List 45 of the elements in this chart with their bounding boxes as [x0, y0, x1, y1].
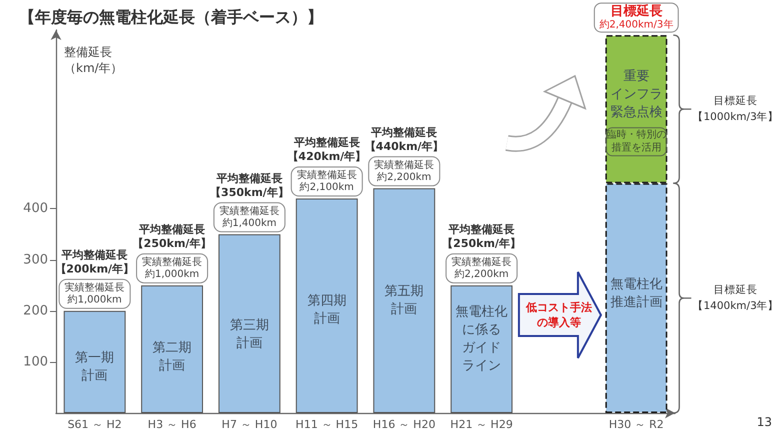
y-tick-label: 300 — [23, 252, 48, 268]
text: 13 — [756, 415, 772, 429]
x-tick-label: H21 ～ H29 — [450, 418, 513, 431]
bar — [64, 310, 126, 413]
annotation: 平均整備延長【250km/年】 — [442, 222, 521, 250]
annotation: 低コスト手法の導入等 — [524, 301, 592, 329]
annotation: 第一期計画 — [75, 350, 114, 384]
bar — [296, 198, 358, 413]
annotation: 目標延長約2,400km/3年 — [599, 4, 674, 31]
x-tick-label: H30 ～ R2 — [608, 418, 664, 431]
text: 目標延長【1000km/3年】 — [692, 95, 779, 124]
y-tick-label: 100 — [23, 354, 48, 370]
x-tick-label: H7 ～ H10 — [222, 418, 278, 431]
annotation: 実績整備延長約2,200km — [452, 256, 512, 280]
annotation: 平均整備延長【250km/年】 — [132, 222, 212, 250]
bar — [218, 234, 280, 413]
annotation: 実績整備延長約1,000km — [142, 256, 202, 280]
annotation: 実績整備延長約1,000km — [64, 281, 125, 306]
annotation: 実績整備延長約1,400km — [219, 204, 280, 229]
annotation: 無電柱化推進計画 — [610, 277, 662, 310]
annotation: 平均整備延長【440km/年】 — [364, 126, 444, 153]
text: 目標延長【1400km/3年】 — [692, 284, 779, 312]
annotation: 第五期計画 — [384, 284, 424, 318]
annotation: 平均整備延長【200km/年】 — [55, 248, 134, 276]
annotation: 平均整備延長【350km/年】 — [210, 172, 289, 199]
y-tick-label: 400 — [23, 201, 48, 216]
bar — [450, 285, 513, 413]
annotation: 無電柱化に係るガイドライン — [456, 304, 508, 374]
annotation: 重要インフラ緊急点検 — [610, 68, 662, 120]
y-axis-title: 整備延長（km/年） — [64, 45, 123, 75]
annotation: 実績整備延長約2,100km — [296, 169, 357, 194]
x-tick-label: H3 ～ H6 — [148, 418, 196, 431]
annotation: 臨時・特別の措置を活用 — [606, 128, 666, 154]
annotation: 平均整備延長【420km/年】 — [287, 136, 366, 164]
annotation: 実績整備延長約2,200km — [374, 158, 434, 183]
annotation: 第四期計画 — [307, 294, 346, 327]
annotation: 第二期計画 — [152, 340, 192, 374]
chart-title: 【年度毎の無電柱化延長（着手ベース）】 — [19, 8, 323, 26]
bar — [373, 188, 436, 413]
annotation: 第三期計画 — [230, 318, 269, 351]
y-tick-label: 200 — [23, 303, 48, 318]
bar — [141, 285, 204, 413]
x-tick-label: H16 ～ H20 — [372, 418, 436, 431]
x-tick-label: S61 ～ H2 — [68, 418, 122, 431]
x-tick-label: H11 ～ H15 — [296, 418, 358, 431]
